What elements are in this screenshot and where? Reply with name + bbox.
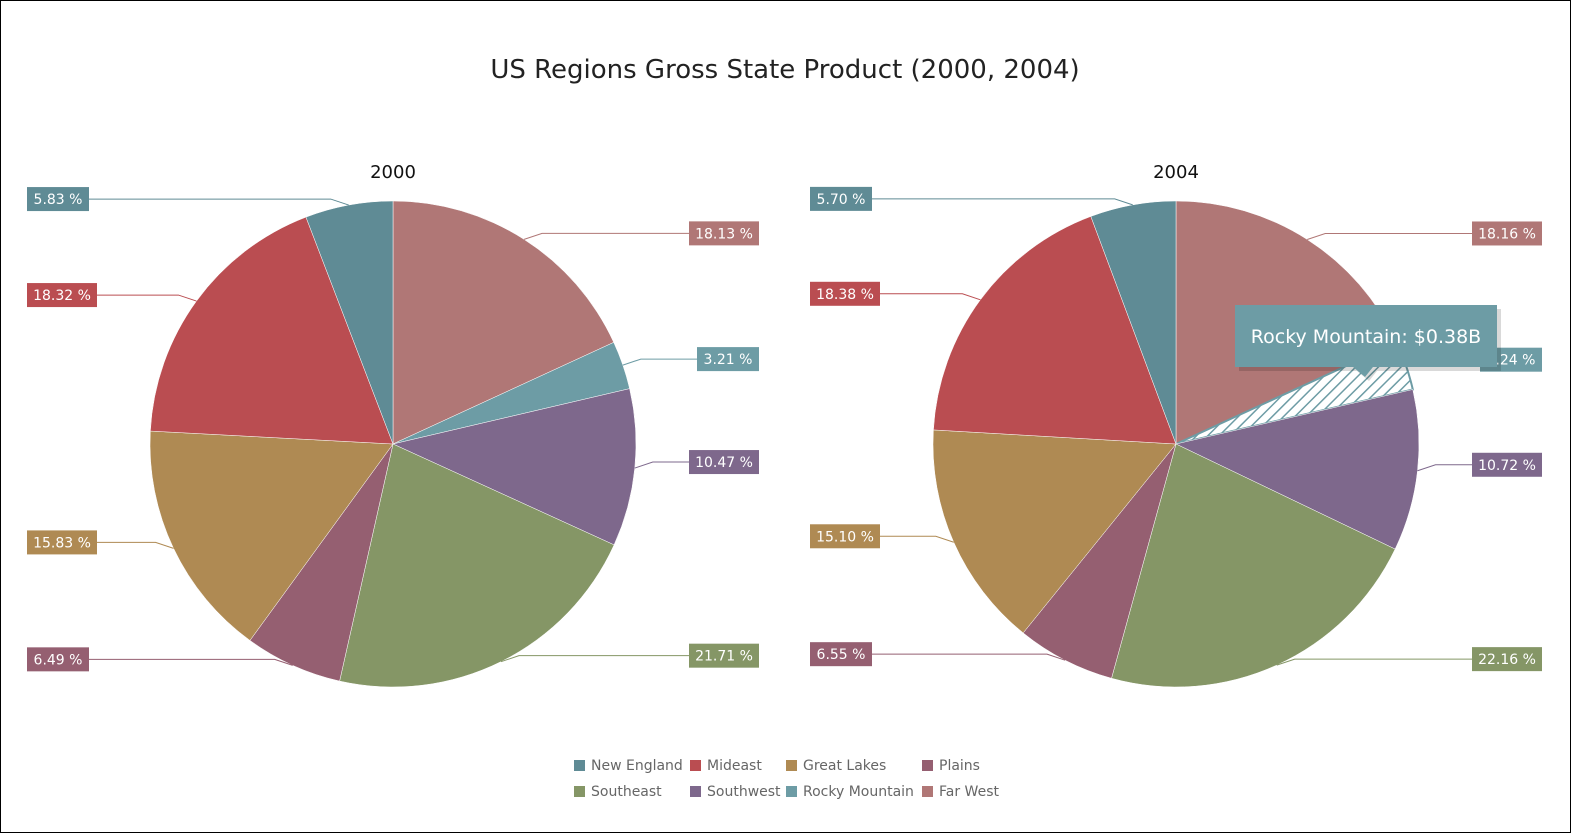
data-label-box-2004-far-west [1472, 221, 1542, 246]
data-label-box-2000-mideast [27, 283, 97, 308]
legend-label-far-west: Far West [939, 784, 999, 800]
legend-swatch-great-lakes [786, 760, 797, 771]
slice-2000-new-england[interactable] [305, 200, 394, 445]
data-label-2000-plains: 6.49 % [34, 652, 83, 668]
legend-label-new-england: New England [591, 758, 683, 774]
data-label-box-2004-great-lakes [810, 524, 880, 549]
legend-label-southwest: Southwest [707, 784, 781, 800]
data-label-box-2004-southwest [1472, 452, 1542, 477]
slice-2004-southwest[interactable] [1175, 389, 1420, 550]
slice-2004-southeast[interactable] [1111, 443, 1396, 688]
leader-line-2000-mideast [97, 294, 197, 302]
slice-2000-mideast[interactable] [150, 216, 394, 445]
slice-2000-southwest[interactable] [392, 388, 637, 546]
legend-item-rocky-mountain[interactable]: Rocky Mountain [786, 784, 914, 800]
leader-line-2000-southeast [500, 655, 689, 663]
legend-label-great-lakes: Great Lakes [803, 758, 886, 774]
legend-item-plains[interactable]: Plains [922, 758, 980, 774]
data-label-2000-southwest: 10.47 % [695, 455, 753, 471]
data-label-2000-new-england: 5.83 % [34, 192, 83, 208]
legend-swatch-mideast [690, 760, 701, 771]
data-label-box-2000-new-england [27, 187, 89, 212]
legend-item-southwest[interactable]: Southwest [690, 784, 781, 800]
data-label-2004-new-england: 5.70 % [817, 192, 866, 208]
legend-item-new-england[interactable]: New England [574, 758, 683, 774]
data-label-2000-southeast: 21.71 % [695, 649, 753, 665]
leader-line-2004-new-england [872, 198, 1133, 206]
data-label-box-2000-far-west [689, 221, 759, 246]
data-label-box-2000-rocky-mountain [697, 347, 759, 372]
slice-2004-mideast[interactable] [933, 216, 1177, 445]
legend-label-mideast: Mideast [707, 758, 762, 774]
legend-item-southeast[interactable]: Southeast [574, 784, 662, 800]
legend-item-great-lakes[interactable]: Great Lakes [786, 758, 886, 774]
data-label-2004-southeast: 22.16 % [1478, 652, 1536, 668]
legend-swatch-plains [922, 760, 933, 771]
data-label-box-2000-plains [27, 647, 89, 672]
tooltip-box [1235, 305, 1497, 377]
data-label-2000-mideast: 18.32 % [33, 288, 91, 304]
leader-line-2000-far-west [523, 232, 689, 240]
data-label-2000-far-west: 18.13 % [695, 226, 753, 242]
legend-label-southeast: Southeast [591, 784, 662, 800]
data-label-box-2000-southeast [689, 643, 759, 668]
data-label-box-2000-southwest [689, 450, 759, 475]
data-label-box-2004-plains [810, 642, 872, 667]
data-label-box-2000-great-lakes [27, 530, 97, 555]
data-label-2004-southwest: 10.72 % [1478, 458, 1536, 474]
slice-2000-great-lakes[interactable] [149, 430, 394, 641]
data-label-box-2004-new-england [810, 186, 872, 211]
pie-2000: 2000 18.13 % 3.21 % 10.47 % 21.71 % 6.49 % 15.… [27, 162, 759, 688]
leader-line-2000-plains [89, 658, 293, 666]
leader-line-2000-great-lakes [97, 541, 174, 549]
legend-item-far-west[interactable]: Far West [922, 784, 999, 800]
legend-swatch-southeast [574, 786, 585, 797]
legend-swatch-southwest [690, 786, 701, 797]
pie-title-2000: 2000 [370, 162, 416, 183]
data-label-2004-plains: 6.55 % [817, 647, 866, 663]
slice-2000-far-west[interactable] [392, 200, 615, 445]
slice-2000-southeast[interactable] [339, 443, 615, 688]
data-label-2004-mideast: 18.38 % [816, 287, 874, 303]
data-label-2000-rocky-mountain: 3.21 % [704, 352, 753, 368]
tooltip: Rocky Mountain: $0.38B [1235, 305, 1497, 377]
leader-line-2000-southwest [634, 461, 689, 469]
slice-2004-great-lakes[interactable] [932, 429, 1177, 634]
legend-swatch-far-west [922, 786, 933, 797]
pie-2004: 2004 18.16 % 3.24 % 10.72 % 22.16 % 6.55 % 15.… [810, 162, 1542, 688]
leader-line-2004-great-lakes [880, 535, 954, 543]
leader-line-2000-new-england [89, 198, 349, 206]
data-label-2000-great-lakes: 15.83 % [33, 535, 91, 551]
slice-2004-new-england[interactable] [1090, 200, 1177, 445]
data-label-2004-far-west: 18.16 % [1478, 226, 1536, 242]
data-label-box-2004-southeast [1472, 647, 1542, 672]
legend-label-plains: Plains [939, 758, 980, 774]
data-label-2004-great-lakes: 15.10 % [816, 529, 874, 545]
leader-line-2004-plains [872, 653, 1066, 661]
leader-line-2004-far-west [1307, 232, 1472, 240]
legend-swatch-rocky-mountain [786, 786, 797, 797]
legend-label-rocky-mountain: Rocky Mountain [803, 784, 914, 800]
tooltip-text: Rocky Mountain: $0.38B [1251, 326, 1481, 348]
data-label-2004-rocky-mountain: 3.24 % [1487, 353, 1536, 369]
legend: New England Mideast Great Lakes Plains South… [574, 758, 999, 800]
chart-title: US Regions Gross State Product (2000, 20… [490, 55, 1079, 85]
pie-title-2004: 2004 [1153, 162, 1199, 183]
leader-line-2004-mideast [880, 293, 981, 301]
data-label-box-2004-mideast [810, 281, 880, 306]
legend-swatch-new-england [574, 760, 585, 771]
leader-line-2004-southwest [1417, 464, 1472, 472]
legend-item-mideast[interactable]: Mideast [690, 758, 762, 774]
leader-line-2004-southeast [1276, 658, 1472, 666]
leader-line-2000-rocky-mountain [622, 358, 697, 366]
